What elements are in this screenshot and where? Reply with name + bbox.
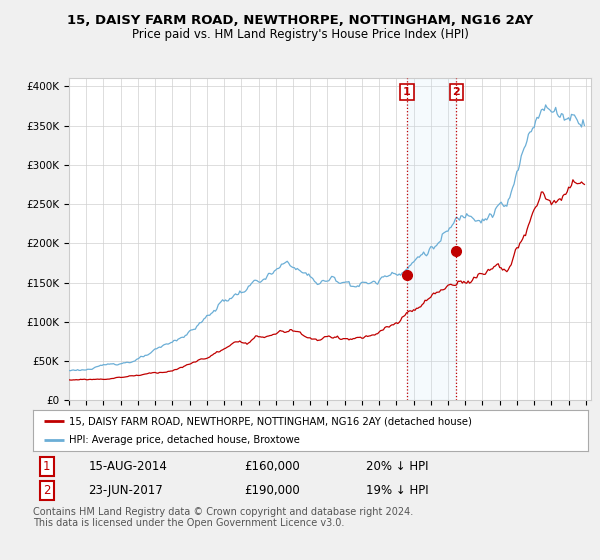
Text: 15, DAISY FARM ROAD, NEWTHORPE, NOTTINGHAM, NG16 2AY: 15, DAISY FARM ROAD, NEWTHORPE, NOTTINGH…: [67, 14, 533, 27]
Text: £190,000: £190,000: [244, 484, 299, 497]
Text: £160,000: £160,000: [244, 460, 299, 473]
Text: Price paid vs. HM Land Registry's House Price Index (HPI): Price paid vs. HM Land Registry's House …: [131, 28, 469, 41]
Text: 19% ↓ HPI: 19% ↓ HPI: [366, 484, 428, 497]
Text: HPI: Average price, detached house, Broxtowe: HPI: Average price, detached house, Brox…: [69, 435, 300, 445]
Text: 15-AUG-2014: 15-AUG-2014: [89, 460, 167, 473]
Text: 20% ↓ HPI: 20% ↓ HPI: [366, 460, 428, 473]
Text: 1: 1: [403, 87, 411, 97]
Text: 23-JUN-2017: 23-JUN-2017: [89, 484, 163, 497]
Text: 1: 1: [43, 460, 50, 473]
Text: 2: 2: [452, 87, 460, 97]
Text: Contains HM Land Registry data © Crown copyright and database right 2024.
This d: Contains HM Land Registry data © Crown c…: [33, 507, 413, 529]
Bar: [407, 78, 456, 400]
Text: 15, DAISY FARM ROAD, NEWTHORPE, NOTTINGHAM, NG16 2AY (detached house): 15, DAISY FARM ROAD, NEWTHORPE, NOTTINGH…: [69, 417, 472, 426]
Text: 2: 2: [43, 484, 50, 497]
